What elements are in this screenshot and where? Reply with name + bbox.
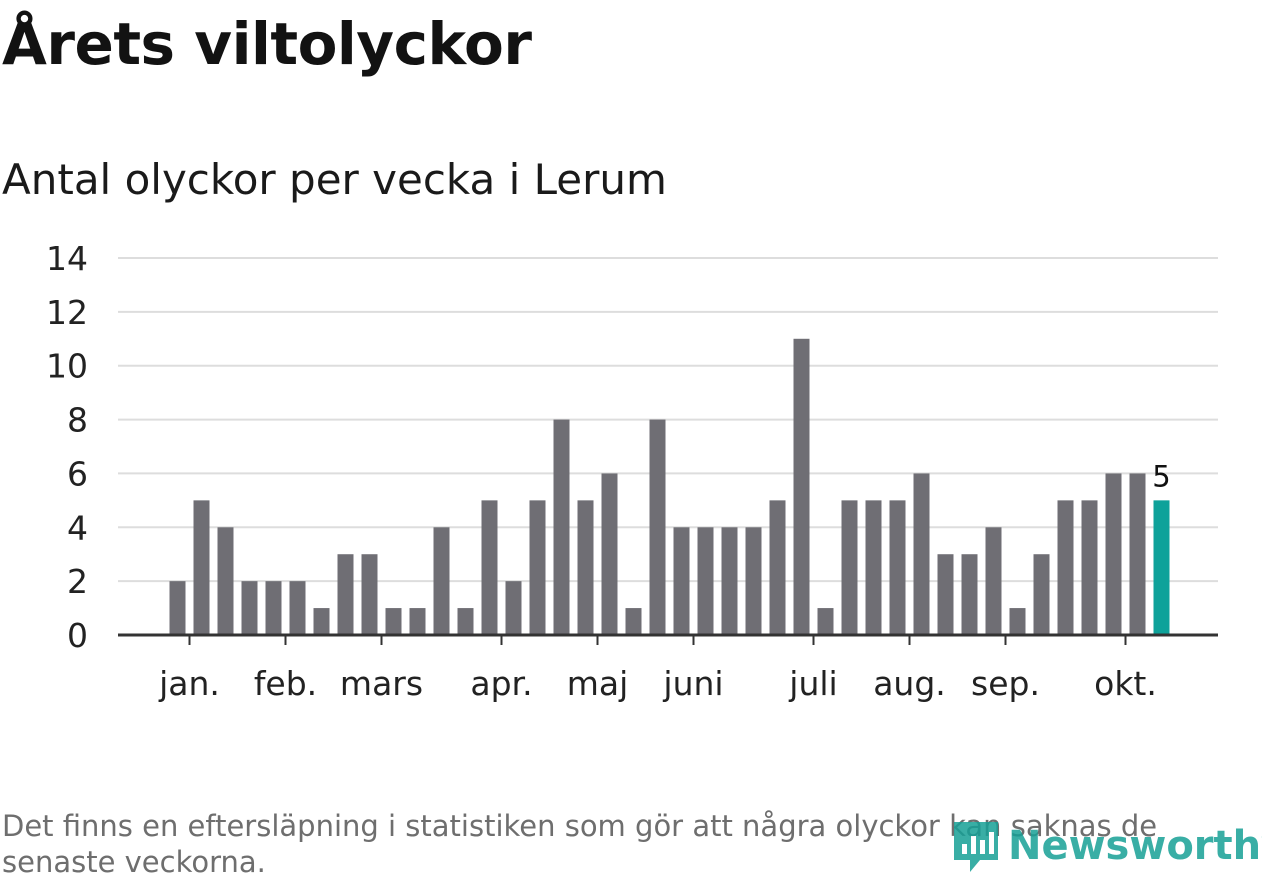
x-tick-label: juli (788, 664, 837, 703)
bar (793, 338, 810, 635)
bar (217, 527, 234, 635)
bar (649, 419, 666, 635)
bar (625, 608, 642, 635)
bar (1057, 500, 1074, 635)
x-tick-label: apr. (470, 664, 532, 703)
x-tick-label: juni (662, 664, 723, 703)
bar (745, 527, 762, 635)
bar (313, 608, 330, 635)
bar (769, 500, 786, 635)
y-tick-label: 14 (46, 239, 88, 278)
bar (865, 500, 882, 635)
y-tick-label: 4 (67, 508, 88, 547)
bar (241, 581, 258, 635)
bar (937, 554, 954, 635)
newsworthy-logo-text: Newsworthy (1008, 823, 1262, 869)
bar (409, 608, 426, 635)
bar (553, 419, 570, 635)
bar (913, 473, 930, 635)
x-tick-label: sep. (971, 664, 1040, 703)
bar (529, 500, 546, 635)
bar (457, 608, 474, 635)
newsworthy-logo: Newsworthy (950, 818, 1262, 874)
bar (577, 500, 594, 635)
bar (673, 527, 690, 635)
x-tick-label: feb. (254, 664, 317, 703)
x-tick-label: maj (567, 664, 629, 703)
data-label: 5 (1152, 459, 1170, 493)
newsworthy-logo-icon (954, 822, 998, 872)
bar (505, 581, 522, 635)
bar (1033, 554, 1050, 635)
chart-subtitle: Antal olyckor per vecka i Lerum (2, 155, 667, 204)
bar (337, 554, 354, 635)
x-tick-label: aug. (873, 664, 946, 703)
y-tick-label: 10 (46, 347, 88, 386)
bar (721, 527, 738, 635)
y-tick-label: 6 (67, 454, 88, 493)
bar (697, 527, 714, 635)
bar (1009, 608, 1026, 635)
bar (841, 500, 858, 635)
bar (481, 500, 498, 635)
bar (265, 581, 282, 635)
bar (193, 500, 210, 635)
bar (1105, 473, 1122, 635)
bar (1081, 500, 1098, 635)
bar (361, 554, 378, 635)
bar (817, 608, 834, 635)
bar (169, 581, 186, 635)
y-tick-label: 2 (67, 562, 88, 601)
chart-title: Årets viltolyckor (2, 10, 532, 78)
y-tick-label: 12 (46, 293, 88, 332)
x-tick-label: jan. (158, 664, 220, 703)
x-tick-label: mars (340, 664, 423, 703)
bar (385, 608, 402, 635)
bar (289, 581, 306, 635)
bar (961, 554, 978, 635)
bar (889, 500, 906, 635)
bar-highlight (1153, 500, 1170, 635)
bar (601, 473, 618, 635)
y-tick-label: 0 (67, 616, 88, 655)
y-tick-label: 8 (67, 401, 88, 440)
bar (1129, 473, 1146, 635)
x-tick-label: okt. (1094, 664, 1157, 703)
bar (985, 527, 1002, 635)
bar (433, 527, 450, 635)
